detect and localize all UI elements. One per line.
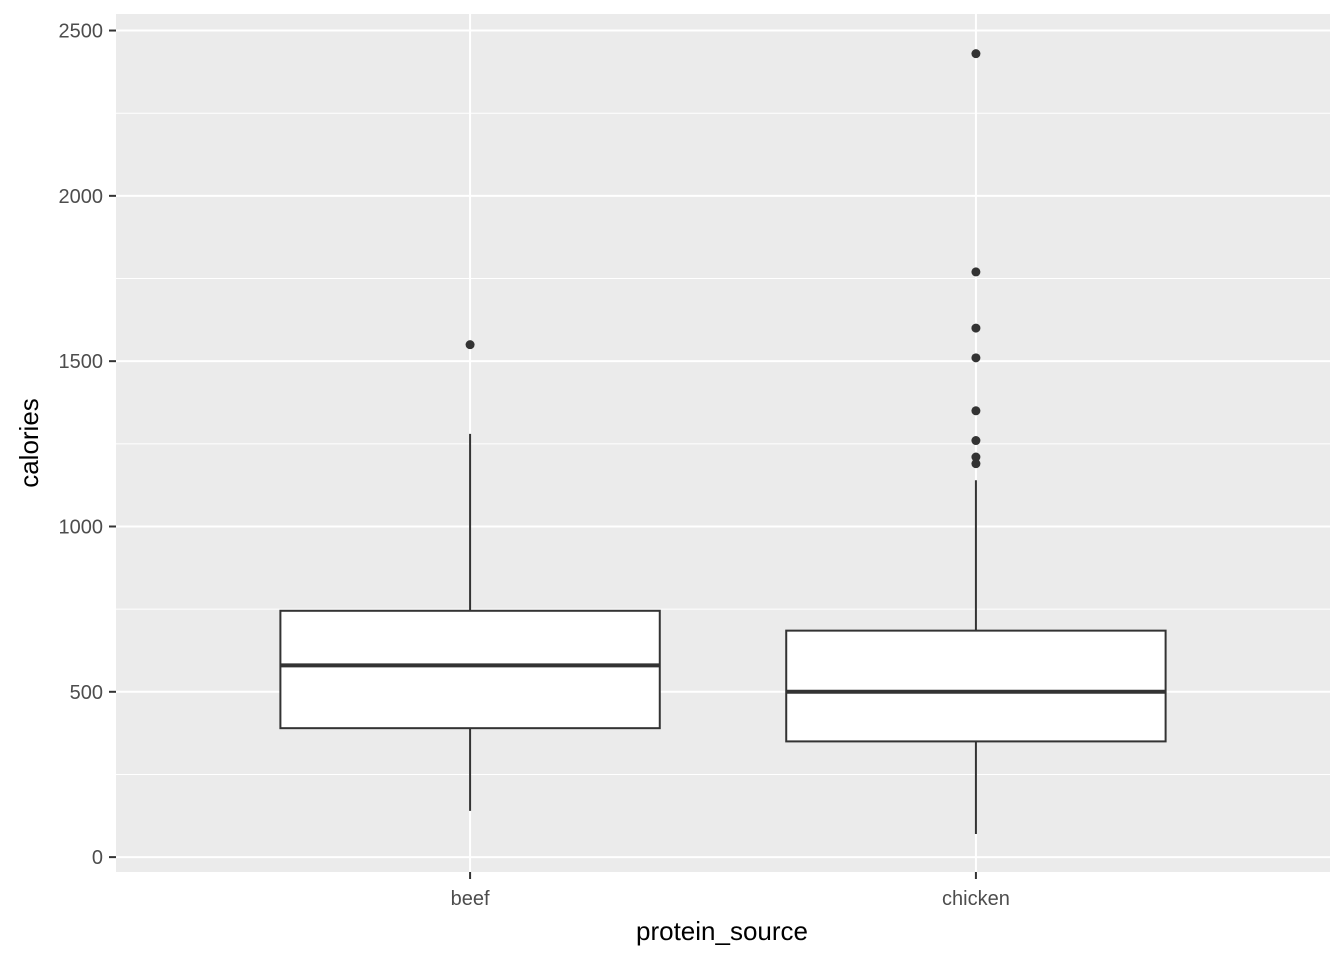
x-tick-label: chicken	[942, 888, 1010, 910]
outlier-point	[971, 323, 981, 333]
boxes	[279, 49, 1167, 834]
y-tick-label: 2000	[59, 186, 104, 208]
outlier-point	[971, 49, 981, 59]
y-axis: 0 500 1000 1500 2000 2500	[59, 21, 116, 869]
outlier-point	[971, 452, 981, 462]
outlier-point	[971, 406, 981, 416]
y-axis-title: calories	[14, 398, 44, 488]
outlier-point	[465, 340, 475, 350]
box-iqr	[279, 609, 661, 730]
x-axis-title: protein_source	[636, 916, 808, 946]
box-beef	[279, 340, 661, 811]
y-tick-label: 1000	[59, 516, 104, 538]
box-chicken	[785, 49, 1167, 834]
y-tick-label: 500	[70, 682, 103, 704]
outlier-point	[971, 436, 981, 446]
y-tick-label: 1500	[59, 351, 104, 373]
x-tick-label: beef	[451, 888, 490, 910]
y-tick-label: 0	[92, 847, 103, 869]
x-axis: beef chicken	[451, 872, 1010, 910]
y-tick-label: 2500	[59, 21, 104, 43]
outlier-point	[971, 353, 981, 363]
panel-background	[116, 14, 1330, 872]
minor-gridlines	[116, 112, 1330, 775]
box-iqr	[785, 629, 1167, 743]
outlier-point	[971, 267, 981, 277]
outlier-point	[971, 459, 981, 469]
